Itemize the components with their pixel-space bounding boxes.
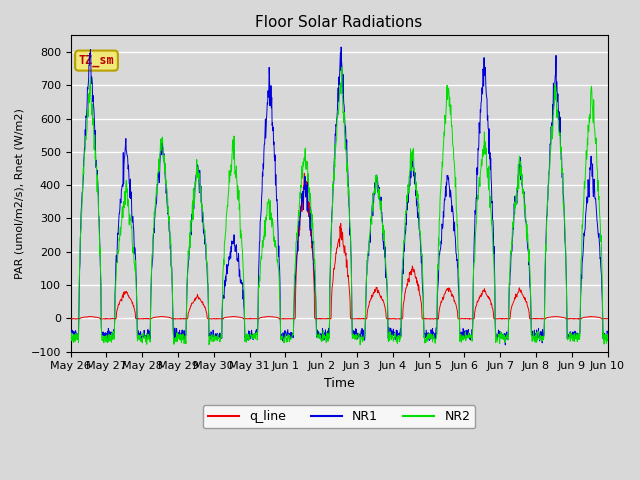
Text: TZ_sm: TZ_sm [79,54,115,67]
Title: Floor Solar Radiations: Floor Solar Radiations [255,15,422,30]
Legend: q_line, NR1, NR2: q_line, NR1, NR2 [203,405,476,428]
X-axis label: Time: Time [324,377,355,390]
Y-axis label: PAR (umol/m2/s), Rnet (W/m2): PAR (umol/m2/s), Rnet (W/m2) [15,108,25,279]
